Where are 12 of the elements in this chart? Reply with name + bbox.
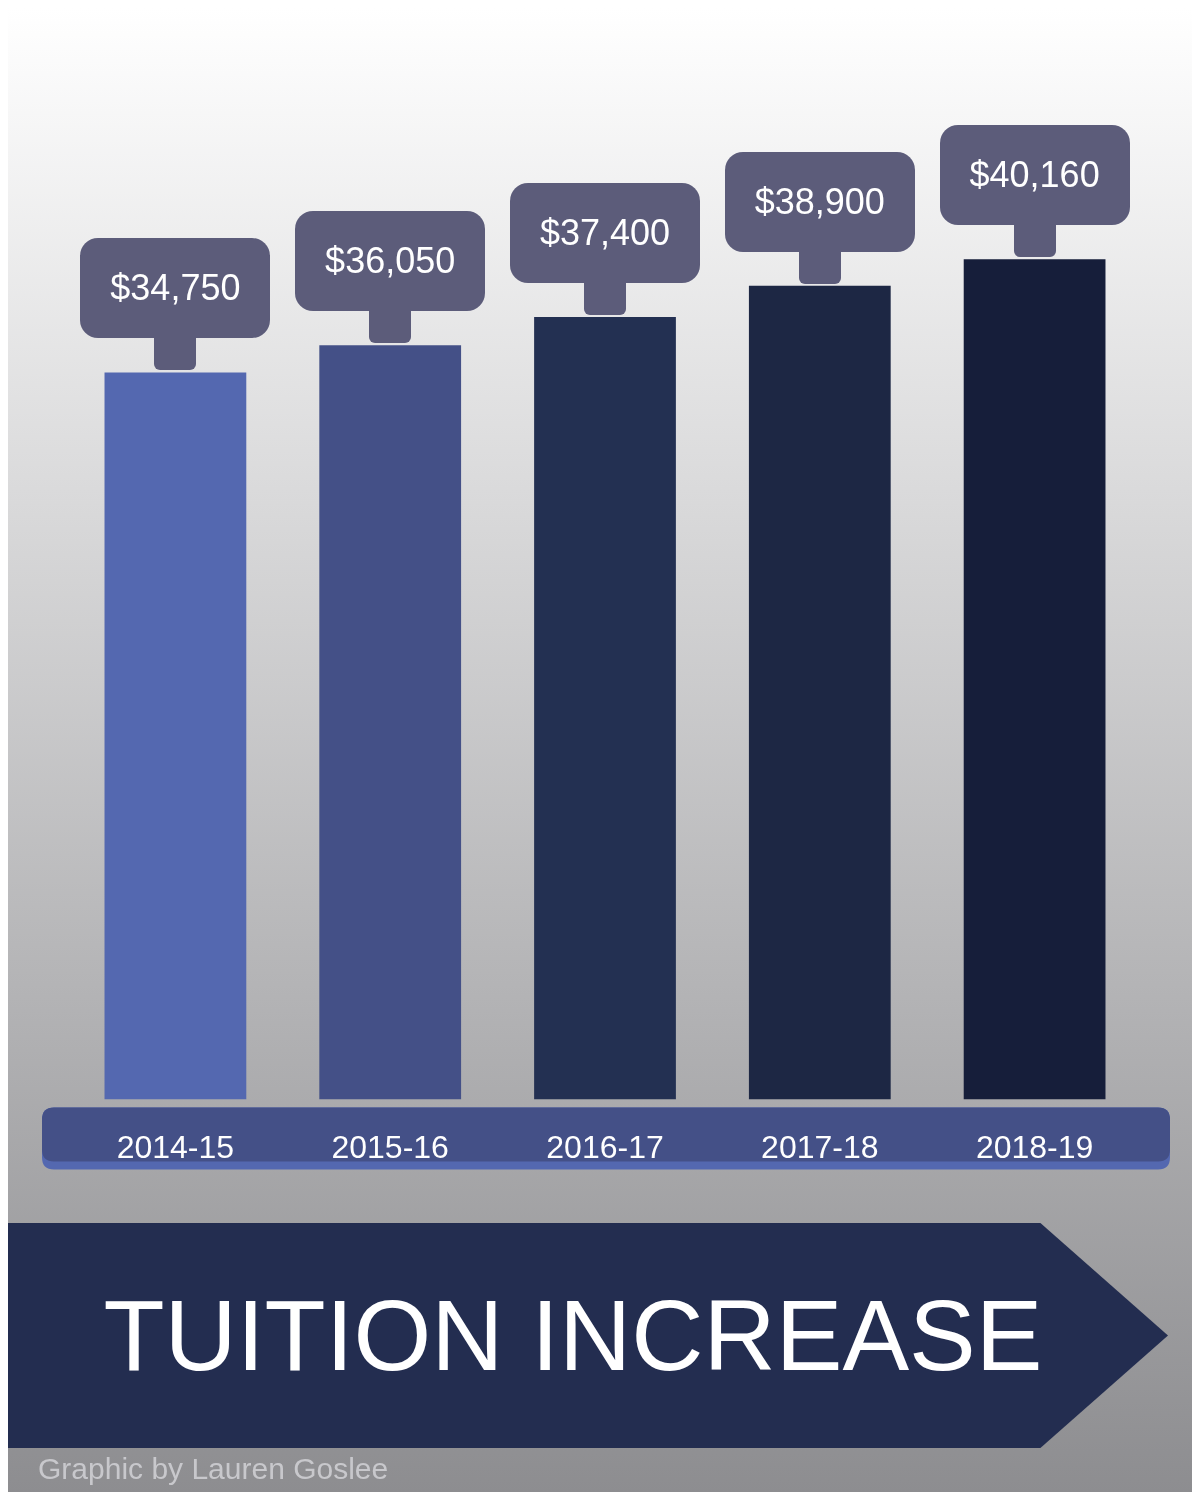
data-label: $38,900 xyxy=(724,151,915,252)
data-label: $34,750 xyxy=(80,238,271,339)
data-label: $40,160 xyxy=(939,125,1130,226)
text: Graphic by Lauren Goslee xyxy=(38,1452,389,1486)
data-label: $36,050 xyxy=(295,211,486,312)
x-tick-label: 2017-18 xyxy=(761,1128,879,1165)
text: TUITION INCREASE xyxy=(102,1278,1044,1393)
x-tick-label: 2016-17 xyxy=(546,1128,664,1165)
x-tick-label: 2018-19 xyxy=(975,1128,1094,1165)
x-tick-label: 2015-16 xyxy=(331,1128,449,1165)
x-tick-label: 2014-15 xyxy=(116,1128,235,1165)
data-label: $37,400 xyxy=(510,183,700,284)
